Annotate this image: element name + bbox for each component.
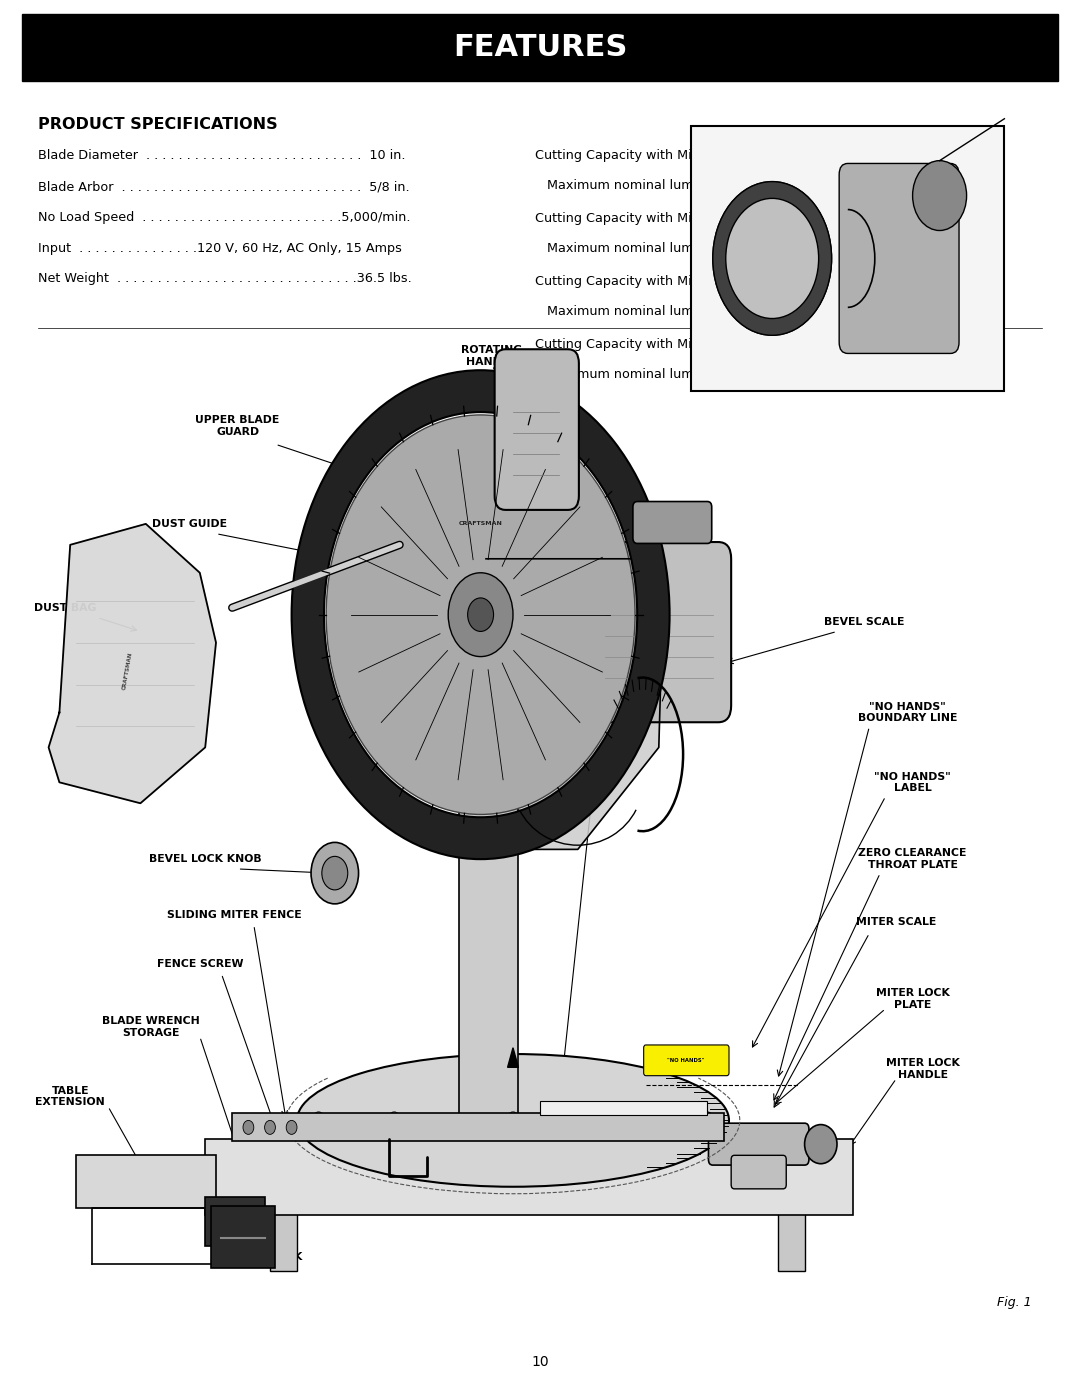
Text: "NO HANDS"
LABEL: "NO HANDS" LABEL bbox=[874, 771, 951, 793]
Text: BLADE WRENCH
STORAGE: BLADE WRENCH STORAGE bbox=[103, 1016, 200, 1038]
Text: CONTROL ARM: CONTROL ARM bbox=[598, 1119, 687, 1130]
Bar bbox=[270, 1213, 297, 1271]
Text: Maximum nominal lumber sizes:............................. 2 x 4: Maximum nominal lumber sizes:...........… bbox=[535, 367, 909, 381]
Ellipse shape bbox=[805, 1125, 837, 1164]
Circle shape bbox=[468, 598, 494, 631]
Text: Cutting Capacity with Miter at 45°/Bevel 0°:: Cutting Capacity with Miter at 45°/Bevel… bbox=[535, 212, 815, 225]
Text: BEVEL SCALE: BEVEL SCALE bbox=[824, 616, 904, 627]
Circle shape bbox=[507, 1112, 519, 1129]
Bar bbox=[778, 1213, 805, 1271]
Text: No Load Speed  . . . . . . . . . . . . . . . . . . . . . . . . .5,000/min.: No Load Speed . . . . . . . . . . . . . … bbox=[38, 211, 410, 224]
Bar bbox=[22, 14, 1058, 81]
Text: "NO HANDS": "NO HANDS" bbox=[667, 1058, 704, 1063]
Text: ZERO CLEARANCE
THROAT PLATE: ZERO CLEARANCE THROAT PLATE bbox=[859, 848, 967, 870]
Polygon shape bbox=[508, 1048, 518, 1067]
Text: Maximum nominal lumber sizes:.............................. 2 x 6: Maximum nominal lumber sizes:...........… bbox=[535, 305, 914, 317]
Bar bbox=[459, 747, 518, 1118]
FancyBboxPatch shape bbox=[586, 542, 731, 722]
Text: SLIDING MITER FENCE: SLIDING MITER FENCE bbox=[167, 909, 302, 921]
Text: Net Weight  . . . . . . . . . . . . . . . . . . . . . . . . . . . . . .36.5 lbs.: Net Weight . . . . . . . . . . . . . . .… bbox=[38, 272, 411, 285]
Text: MITER LOCK
HANDLE: MITER LOCK HANDLE bbox=[887, 1058, 960, 1080]
Circle shape bbox=[448, 573, 513, 657]
Text: LOWER
BLADE GUARD: LOWER BLADE GUARD bbox=[643, 624, 729, 647]
Circle shape bbox=[625, 1112, 638, 1129]
Polygon shape bbox=[49, 524, 216, 803]
Bar bbox=[540, 1101, 707, 1115]
Text: SWITCH
TRIGGER: SWITCH TRIGGER bbox=[643, 513, 697, 535]
Text: BASE: BASE bbox=[459, 1133, 491, 1144]
Text: POSITIVE
STOP(S): POSITIVE STOP(S) bbox=[528, 1183, 584, 1206]
Text: Fig. 1: Fig. 1 bbox=[997, 1295, 1031, 1309]
Text: "NO HANDS"
BOUNDARY LINE: "NO HANDS" BOUNDARY LINE bbox=[858, 701, 957, 724]
Circle shape bbox=[265, 1120, 275, 1134]
FancyBboxPatch shape bbox=[495, 349, 579, 510]
Ellipse shape bbox=[297, 1053, 729, 1187]
Circle shape bbox=[713, 182, 832, 335]
FancyBboxPatch shape bbox=[731, 1155, 786, 1189]
Text: ROTATING
HANDLE: ROTATING HANDLE bbox=[461, 345, 522, 367]
Circle shape bbox=[701, 1112, 714, 1129]
Text: Maximum nominal lumber sizes:.....................2 x 6, 4 x 4: Maximum nominal lumber sizes:...........… bbox=[535, 179, 913, 191]
Bar bbox=[205, 1197, 265, 1246]
FancyBboxPatch shape bbox=[708, 1123, 809, 1165]
Text: CRAFTSMAN: CRAFTSMAN bbox=[459, 521, 502, 527]
Bar bbox=[76, 1155, 216, 1208]
Text: Cutting Capacity with Miter at 0°/Bevel 0°:: Cutting Capacity with Miter at 0°/Bevel … bbox=[535, 149, 808, 162]
Text: PRODUCT SPECIFICATIONS: PRODUCT SPECIFICATIONS bbox=[38, 117, 278, 133]
Text: STOP BLOCK: STOP BLOCK bbox=[227, 1252, 302, 1263]
Text: WORK CLAMP: WORK CLAMP bbox=[336, 1189, 420, 1200]
Circle shape bbox=[243, 1120, 254, 1134]
Text: Cutting Capacity with Miter at 45°/Bevel 45°:: Cutting Capacity with Miter at 45°/Bevel… bbox=[535, 338, 824, 352]
Text: FEATURES: FEATURES bbox=[453, 34, 627, 61]
Circle shape bbox=[311, 842, 359, 904]
FancyBboxPatch shape bbox=[644, 1045, 729, 1076]
Text: CRAFTSMAN: CRAFTSMAN bbox=[122, 651, 133, 690]
Text: Input  . . . . . . . . . . . . . . .120 V, 60 Hz, AC Only, 15 Amps: Input . . . . . . . . . . . . . . .120 V… bbox=[38, 242, 402, 254]
Polygon shape bbox=[486, 559, 664, 849]
Text: MITER LOCK
PLATE: MITER LOCK PLATE bbox=[876, 988, 949, 1010]
Circle shape bbox=[286, 1120, 297, 1134]
Text: TABLE
EXTENSION: TABLE EXTENSION bbox=[36, 1085, 105, 1108]
Text: MITER TABLE: MITER TABLE bbox=[570, 707, 650, 718]
Circle shape bbox=[388, 1112, 401, 1129]
Text: Blade Arbor  . . . . . . . . . . . . . . . . . . . . . . . . . . . . . .  5/8 in: Blade Arbor . . . . . . . . . . . . . . … bbox=[38, 180, 409, 193]
FancyBboxPatch shape bbox=[633, 502, 712, 543]
Wedge shape bbox=[292, 370, 670, 859]
Bar bbox=[691, 126, 1004, 391]
Text: Maximum nominal lumber sizes:.............................. 2 x 4: Maximum nominal lumber sizes:...........… bbox=[535, 242, 914, 254]
Text: DUST GUIDE: DUST GUIDE bbox=[151, 518, 227, 529]
Circle shape bbox=[326, 415, 635, 814]
Text: Cutting Capacity with Miter at 0°/Bevel 45°:: Cutting Capacity with Miter at 0°/Bevel … bbox=[535, 275, 815, 289]
Wedge shape bbox=[713, 182, 832, 335]
Text: DUST BAG: DUST BAG bbox=[33, 602, 96, 613]
Text: MITER SCALE: MITER SCALE bbox=[856, 916, 936, 928]
Text: UPPER BLADE
GUARD: UPPER BLADE GUARD bbox=[195, 415, 280, 437]
Text: Blade Diameter  . . . . . . . . . . . . . . . . . . . . . . . . . . .  10 in.: Blade Diameter . . . . . . . . . . . . .… bbox=[38, 149, 405, 162]
Circle shape bbox=[913, 161, 967, 231]
Circle shape bbox=[322, 856, 348, 890]
Bar bbox=[205, 1139, 853, 1215]
Bar bbox=[211, 1206, 275, 1268]
FancyBboxPatch shape bbox=[839, 163, 959, 353]
Text: 10: 10 bbox=[531, 1355, 549, 1369]
Bar bbox=[232, 1113, 724, 1141]
Circle shape bbox=[312, 1112, 325, 1129]
Text: BEVEL LOCK KNOB: BEVEL LOCK KNOB bbox=[149, 854, 261, 865]
Text: FENCE SCREW: FENCE SCREW bbox=[157, 958, 243, 970]
